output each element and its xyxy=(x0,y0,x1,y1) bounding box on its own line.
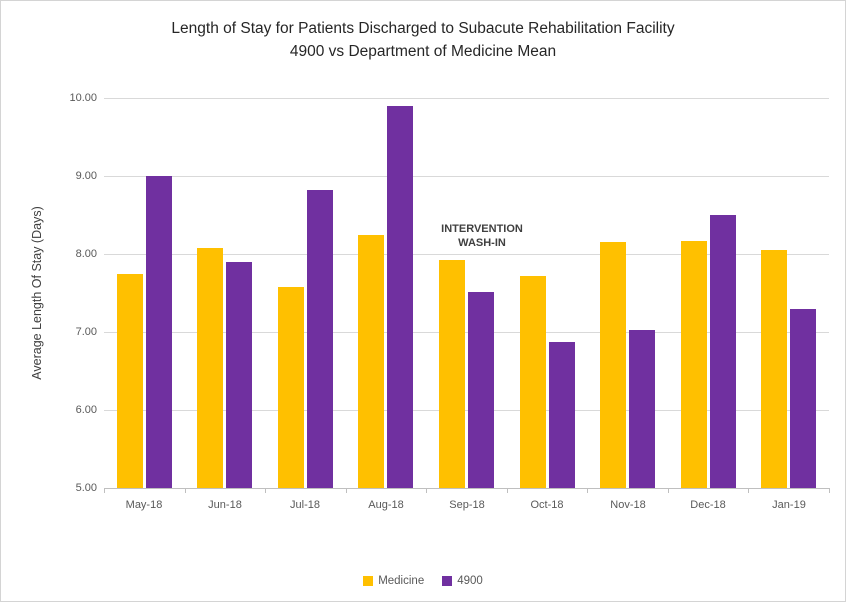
x-axis-tick xyxy=(748,489,749,493)
intervention-annotation-line2: WASH-IN xyxy=(458,237,506,249)
chart-legend: Medicine 4900 xyxy=(1,575,845,587)
bar-4900-dec-18 xyxy=(710,215,736,488)
x-tick-label-oct-18: Oct-18 xyxy=(530,499,564,511)
plot-area xyxy=(104,98,829,489)
medicine-swatch-icon xyxy=(363,576,374,586)
x-axis-tick xyxy=(346,489,347,493)
bar-4900-jun-18 xyxy=(226,262,252,488)
x-axis-tick xyxy=(668,489,669,493)
intervention-annotation: INTERVENTION WASH-IN xyxy=(441,222,523,250)
x-tick-label-jul-18: Jul-18 xyxy=(290,499,320,511)
gridline-6.00 xyxy=(104,410,829,411)
y-tick-label-8.00: 8.00 xyxy=(75,248,97,260)
bar-medicine-dec-18 xyxy=(681,241,707,488)
intervention-annotation-line1: INTERVENTION xyxy=(441,223,523,235)
bar-4900-may-18 xyxy=(146,176,172,488)
y-tick-label-7.00: 7.00 xyxy=(75,326,97,338)
bar-medicine-jul-18 xyxy=(278,287,304,488)
bar-4900-nov-18 xyxy=(629,330,655,488)
x-axis-tick xyxy=(507,489,508,493)
x-tick-label-nov-18: Nov-18 xyxy=(610,499,646,511)
y-tick-label-9.00: 9.00 xyxy=(75,170,97,182)
x-tick-label-aug-18: Aug-18 xyxy=(368,499,404,511)
bar-4900-jul-18 xyxy=(307,190,333,488)
y-tick-label-6.00: 6.00 xyxy=(75,404,97,416)
legend-item-medicine: Medicine xyxy=(363,575,424,587)
bar-medicine-oct-18 xyxy=(520,276,546,488)
chart-title-line2: 4900 vs Department of Medicine Mean xyxy=(289,43,557,60)
chart-title-line1: Length of Stay for Patients Discharged t… xyxy=(171,20,675,37)
y-tick-label-5.00: 5.00 xyxy=(75,482,97,494)
gridline-10.00 xyxy=(104,98,829,99)
dept-4900-swatch-icon xyxy=(442,576,453,586)
bar-4900-aug-18 xyxy=(387,106,413,488)
x-axis-tick xyxy=(185,489,186,493)
bar-medicine-aug-18 xyxy=(358,235,384,489)
chart-title: Length of Stay for Patients Discharged t… xyxy=(1,17,845,63)
x-axis-line xyxy=(104,488,830,489)
x-tick-label-may-18: May-18 xyxy=(125,499,163,511)
x-axis-tick xyxy=(104,489,105,493)
x-axis-tick xyxy=(265,489,266,493)
bar-4900-oct-18 xyxy=(549,342,575,488)
gridline-8.00 xyxy=(104,254,829,255)
y-axis-title: Average Length Of Stay (Days) xyxy=(30,206,44,380)
x-tick-label-jun-18: Jun-18 xyxy=(208,499,242,511)
legend-label-4900: 4900 xyxy=(457,575,483,587)
gridline-7.00 xyxy=(104,332,829,333)
bar-medicine-jan-19 xyxy=(761,250,787,488)
y-tick-label-10.00: 10.00 xyxy=(69,92,97,104)
x-tick-label-sep-18: Sep-18 xyxy=(449,499,485,511)
x-tick-label-dec-18: Dec-18 xyxy=(690,499,726,511)
x-tick-label-jan-19: Jan-19 xyxy=(772,499,806,511)
bar-4900-jan-19 xyxy=(790,309,816,488)
bar-4900-sep-18 xyxy=(468,292,494,488)
legend-label-medicine: Medicine xyxy=(378,575,425,587)
bar-medicine-sep-18 xyxy=(439,260,465,488)
x-axis-tick xyxy=(587,489,588,493)
gridline-9.00 xyxy=(104,176,829,177)
bar-medicine-jun-18 xyxy=(197,248,223,488)
bar-medicine-may-18 xyxy=(117,274,143,489)
x-axis-tick xyxy=(829,489,830,493)
x-axis-tick xyxy=(426,489,427,493)
bar-medicine-nov-18 xyxy=(600,242,626,488)
legend-item-4900: 4900 xyxy=(442,575,483,587)
